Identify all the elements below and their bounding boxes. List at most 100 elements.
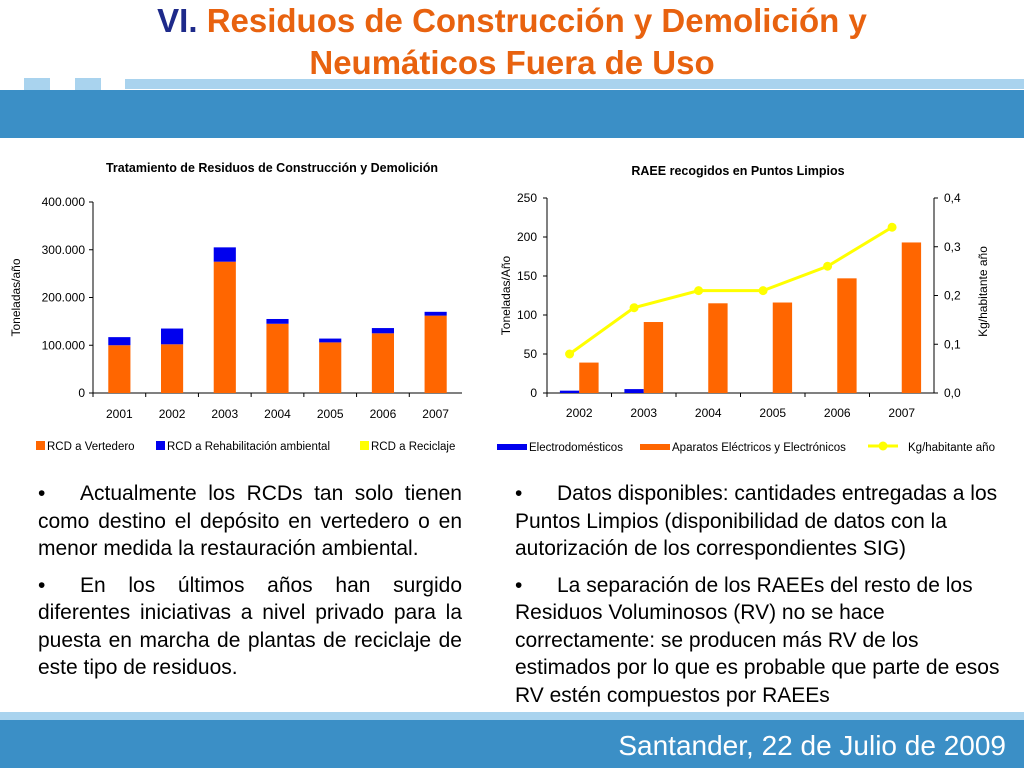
y-tick-label: 50 (524, 347, 538, 361)
legend-label: RCD a Vertedero (47, 441, 135, 453)
bar-segment (371, 328, 394, 334)
legend-swatch (36, 441, 45, 450)
right-paragraph-2-text: La separación de los RAEEs del resto de … (515, 573, 1000, 707)
x-tick-label: 2004 (264, 407, 291, 421)
header-band (0, 90, 1024, 138)
x-tick-label: 2004 (695, 406, 722, 420)
left-text-column: • Actualmente los RCDs tan solo tienen co… (38, 480, 462, 691)
series-point (823, 261, 833, 271)
y2-tick-label: 0,2 (944, 289, 961, 303)
bar (579, 362, 599, 393)
x-tick-label: 2002 (566, 406, 593, 420)
left-paragraph-1: • Actualmente los RCDs tan solo tienen co… (38, 480, 462, 563)
right-text-column: • Datos disponibles: cantidades entregada… (515, 480, 1010, 718)
bar-segment (319, 342, 342, 393)
bar (901, 242, 922, 393)
chart-title: Tratamiento de Residuos de Construcción … (106, 161, 438, 175)
bullet-icon: • (38, 573, 46, 597)
legend-label: Kg/habitante año (908, 442, 995, 454)
series-point (758, 286, 768, 296)
footer-band (0, 720, 1024, 768)
bar-segment (371, 333, 394, 393)
legend-label: RCD a Reciclaje (371, 441, 455, 453)
left-paragraph-1-text: Actualmente los RCDs tan solo tienen com… (38, 482, 462, 560)
bar (624, 389, 644, 393)
y-tick-label: 0 (530, 386, 537, 400)
bar-segment (424, 315, 447, 393)
y2-tick-label: 0,3 (944, 240, 961, 254)
bar-segment (161, 344, 184, 393)
bullet-icon: • (38, 482, 46, 505)
y-tick-label: 250 (517, 191, 537, 205)
raee-collection-chart: RAEE recogidos en Puntos Limpios Tonelada… (490, 150, 1024, 465)
left-paragraph-2: • En los últimos años han surgido diferen… (38, 572, 462, 682)
series-point (629, 303, 639, 313)
footer-decoration-line (0, 712, 1024, 720)
x-tick-label: 2001 (106, 407, 133, 421)
title-line-1: Residuos de Construcción y Demolición y (206, 2, 867, 39)
x-tick-label: 2006 (824, 406, 851, 420)
y2-axis-label: Kg/habitante año (976, 246, 990, 337)
slide-title: VI. Residuos de Construcción y Demolició… (0, 0, 1024, 84)
bar (837, 278, 857, 393)
series-point (694, 286, 704, 296)
bullet-icon: • (515, 482, 523, 505)
bar-segment (161, 328, 184, 345)
bar-segment (108, 345, 131, 393)
rcd-chart-svg: Tratamiento de Residuos de Construcción … (9, 161, 462, 453)
y-tick-label: 100 (517, 308, 537, 322)
bar-segment (213, 261, 236, 393)
y-tick-label: 400.000 (42, 195, 86, 209)
title-line-2: Neumáticos Fuera de Uso (309, 44, 715, 81)
raee-chart-svg: RAEE recogidos en Puntos Limpios Tonelada… (497, 164, 995, 454)
footer-date-location: Santander, 22 de Julio de 2009 (618, 730, 1006, 761)
bar-segment (266, 323, 289, 393)
legend-label: RCD a Rehabilitación ambiental (167, 441, 330, 453)
bar-segment (213, 247, 236, 262)
y-tick-label: 0 (78, 386, 85, 400)
bar (643, 322, 664, 393)
header-decoration-line (125, 79, 1024, 89)
y-axis-label: Toneladas/año (9, 258, 23, 336)
legend-label: Electrodomésticos (529, 442, 623, 454)
bar (559, 390, 580, 393)
x-tick-label: 2003 (211, 407, 238, 421)
right-paragraph-2: • La separación de los RAEEs del resto de… (515, 572, 1010, 710)
x-tick-label: 2006 (370, 407, 397, 421)
rcd-treatment-chart: Tratamiento de Residuos de Construcción … (0, 150, 480, 465)
y-tick-label: 200.000 (42, 291, 86, 305)
x-tick-label: 2005 (759, 406, 786, 420)
chart-title: RAEE recogidos en Puntos Limpios (631, 164, 844, 178)
left-paragraph-2-text: En los últimos años han surgido diferent… (38, 573, 462, 680)
y2-tick-label: 0,4 (944, 191, 961, 205)
x-tick-label: 2005 (317, 407, 344, 421)
y2-tick-label: 0,0 (944, 386, 961, 400)
y-axis-label: Toneladas/Año (499, 255, 513, 335)
y2-tick-label: 0,1 (944, 337, 961, 351)
legend-swatch (360, 441, 369, 450)
legend-swatch (156, 441, 165, 450)
x-tick-label: 2003 (630, 406, 657, 420)
right-paragraph-1-text: Datos disponibles: cantidades entregadas… (515, 482, 998, 560)
bar-segment (319, 338, 342, 343)
legend-marker (878, 441, 888, 451)
bullet-icon: • (515, 573, 523, 597)
y-tick-label: 300.000 (42, 243, 86, 257)
bar (708, 303, 728, 393)
right-paragraph-1: • Datos disponibles: cantidades entregada… (515, 480, 1010, 563)
x-tick-label: 2002 (159, 407, 186, 421)
legend-label: Aparatos Eléctricos y Electrónicos (672, 442, 846, 454)
y-tick-label: 200 (517, 230, 537, 244)
bar-segment (424, 311, 447, 316)
title-section-number: VI. (157, 2, 198, 39)
legend-swatch (497, 444, 527, 450)
x-tick-label: 2007 (422, 407, 449, 421)
x-tick-label: 2007 (888, 406, 915, 420)
series-line (568, 225, 893, 356)
legend-swatch (640, 444, 670, 450)
y-tick-label: 150 (517, 269, 537, 283)
series-point (887, 222, 897, 232)
bar-segment (108, 337, 131, 346)
y-tick-label: 100.000 (42, 338, 86, 352)
bar-segment (266, 318, 289, 324)
